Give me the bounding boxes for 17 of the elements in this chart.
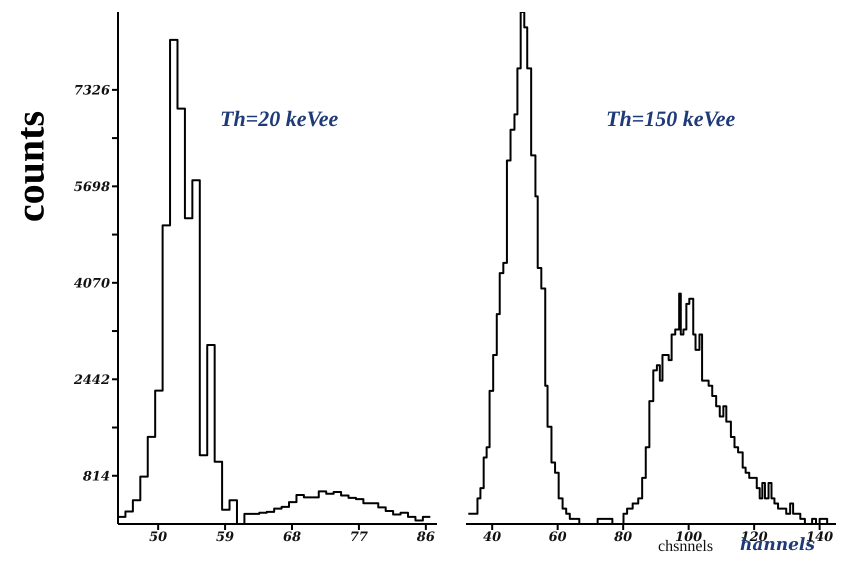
x-tick-label: 80 [613, 530, 632, 546]
annotation: Th=20 keVee [220, 106, 338, 132]
y-tick-label: 4070 [74, 276, 110, 292]
x-tick-label: 77 [350, 530, 368, 546]
x-tick-label: 50 [149, 530, 168, 546]
y-tick-label: 5698 [74, 180, 110, 195]
annotation: Th=150 keVee [606, 106, 736, 132]
x-tick-label: 60 [548, 530, 567, 546]
y-tick-label: 2442 [72, 372, 110, 388]
y-axis-title: counts [6, 110, 54, 224]
y-tick-label: 814 [82, 469, 110, 484]
x-tick-label: 68 [282, 530, 302, 546]
y-tick-label: 7326 [74, 83, 110, 98]
x-tick-label: 86 [416, 530, 435, 546]
text: chsnnels [658, 538, 714, 556]
x-tick-label: 59 [216, 530, 234, 546]
x-tick-label: 40 [483, 530, 502, 546]
